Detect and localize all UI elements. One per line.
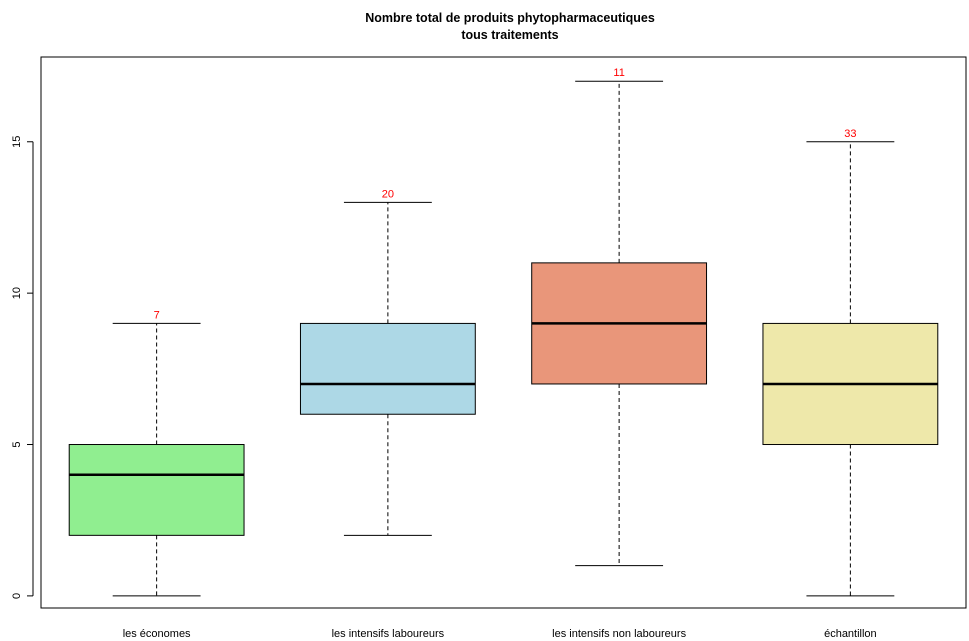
box-iqr: [299, 322, 476, 415]
y-axis: 0 5 10 15: [11, 136, 34, 599]
count-label: 33: [844, 128, 856, 140]
x-category-label: échantillon: [824, 628, 877, 640]
y-tick-label: 10: [11, 287, 23, 299]
x-category-label: les intensifs laboureurs: [332, 628, 445, 640]
chart-subtitle: tous traitements: [461, 28, 558, 42]
boxes: 7 les économes 20 les intensifs laboureurs 1…: [68, 67, 939, 640]
box-group: 33 échantillon: [762, 128, 939, 640]
chart-title: Nombre total de produits phytopharmaceut…: [365, 11, 655, 25]
plot-frame: [40, 56, 967, 609]
x-category-label: les intensifs non laboureurs: [552, 628, 686, 640]
box-group: 11 les intensifs non laboureurs: [531, 67, 708, 640]
box-iqr: [68, 444, 245, 536]
count-label: 7: [154, 309, 160, 321]
y-tick-label: 15: [11, 136, 23, 148]
y-tick-label: 5: [11, 441, 23, 447]
box-group: 7 les économes: [68, 309, 245, 640]
x-category-label: les économes: [123, 628, 191, 640]
y-tick-label: 0: [11, 593, 23, 599]
box-group: 20 les intensifs laboureurs: [299, 188, 476, 640]
count-label: 20: [382, 188, 394, 200]
count-label: 11: [613, 67, 624, 79]
